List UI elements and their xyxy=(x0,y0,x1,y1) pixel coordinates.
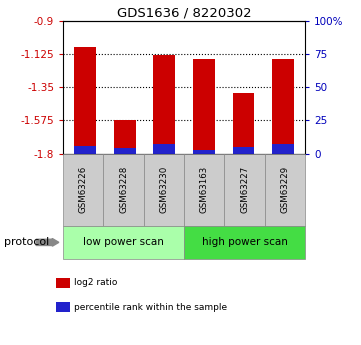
Bar xyxy=(272,59,294,154)
Text: percentile rank within the sample: percentile rank within the sample xyxy=(74,303,227,312)
Bar xyxy=(193,149,215,154)
Bar xyxy=(114,120,135,154)
Text: high power scan: high power scan xyxy=(202,237,287,247)
Bar xyxy=(153,55,175,154)
Text: GSM63226: GSM63226 xyxy=(79,166,88,213)
Text: GSM63227: GSM63227 xyxy=(240,166,249,213)
Text: log2 ratio: log2 ratio xyxy=(74,278,117,287)
Bar xyxy=(74,146,96,154)
Bar xyxy=(74,47,96,154)
Title: GDS1636 / 8220302: GDS1636 / 8220302 xyxy=(117,7,251,20)
Bar xyxy=(233,93,255,154)
Bar xyxy=(193,59,215,154)
Text: GSM63230: GSM63230 xyxy=(160,166,169,213)
Text: low power scan: low power scan xyxy=(83,237,164,247)
Bar xyxy=(153,144,175,154)
Text: GSM63228: GSM63228 xyxy=(119,166,128,213)
Text: GSM63163: GSM63163 xyxy=(200,166,209,213)
Bar xyxy=(114,148,135,154)
Text: protocol: protocol xyxy=(4,237,49,247)
Bar xyxy=(233,147,255,154)
Text: GSM63229: GSM63229 xyxy=(280,166,290,213)
Bar xyxy=(272,144,294,154)
